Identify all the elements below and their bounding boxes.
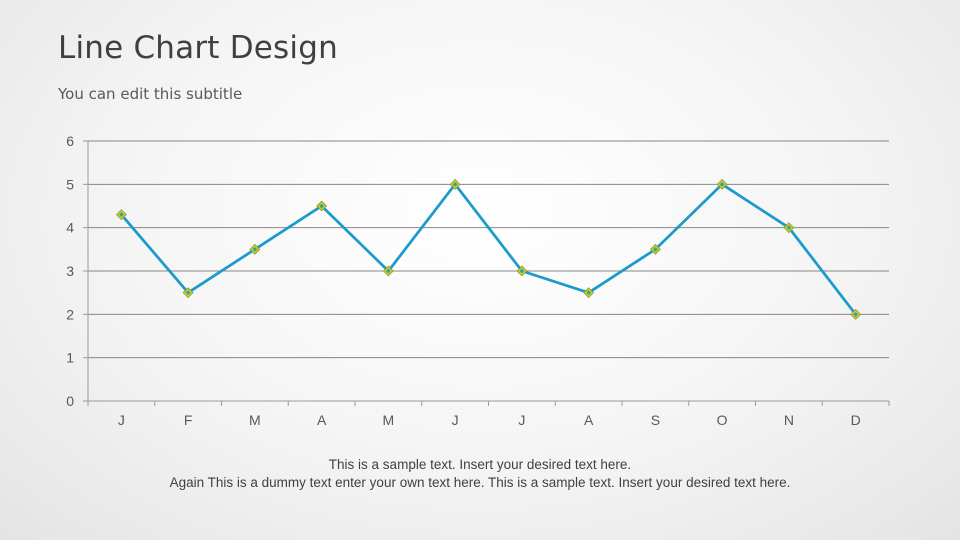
markers <box>115 178 862 320</box>
series <box>120 182 857 316</box>
y-tick-label: 2 <box>66 306 74 322</box>
caption-line-1: This is a sample text. Insert your desir… <box>328 457 632 472</box>
y-tick-label: 4 <box>66 220 74 236</box>
data-point-marker <box>649 243 661 255</box>
data-point-marker <box>516 265 528 277</box>
data-point-marker <box>449 178 461 190</box>
data-point-marker <box>316 200 328 212</box>
data-point-marker <box>115 209 127 221</box>
x-tick-label: J <box>518 412 525 428</box>
data-point-marker <box>850 308 862 320</box>
data-point-marker <box>583 287 595 299</box>
caption-line-2: Again This is a dummy text enter your ow… <box>169 475 791 490</box>
series-line <box>120 182 857 316</box>
slide-title: Line Chart Design <box>58 30 338 66</box>
axes <box>83 140 890 406</box>
x-tick-label: J <box>452 412 459 428</box>
gridlines <box>88 140 889 359</box>
data-point-marker <box>382 265 394 277</box>
data-point-marker <box>716 178 728 190</box>
x-tick-label: M <box>383 412 395 428</box>
x-tick-label: J <box>118 412 125 428</box>
data-point-marker <box>182 287 194 299</box>
x-tick-label: N <box>784 412 794 428</box>
x-tick-label: D <box>851 412 861 428</box>
x-tick-label: S <box>651 412 660 428</box>
axis-labels: 0 1 2 3 4 5 6 J F M A M J J A S O N D <box>66 133 860 428</box>
data-point-marker <box>249 243 261 255</box>
data-point-marker <box>783 222 795 234</box>
x-tick-label: O <box>717 412 728 428</box>
y-tick-label: 0 <box>66 393 74 409</box>
x-tick-label: A <box>584 412 594 428</box>
y-tick-label: 3 <box>66 263 74 279</box>
y-tick-label: 6 <box>66 133 74 149</box>
y-tick-label: 1 <box>66 350 74 366</box>
x-tick-label: A <box>317 412 327 428</box>
y-tick-label: 5 <box>66 176 74 192</box>
x-tick-label: M <box>249 412 261 428</box>
x-tick-label: F <box>184 412 193 428</box>
slide-subtitle: You can edit this subtitle <box>58 85 243 103</box>
